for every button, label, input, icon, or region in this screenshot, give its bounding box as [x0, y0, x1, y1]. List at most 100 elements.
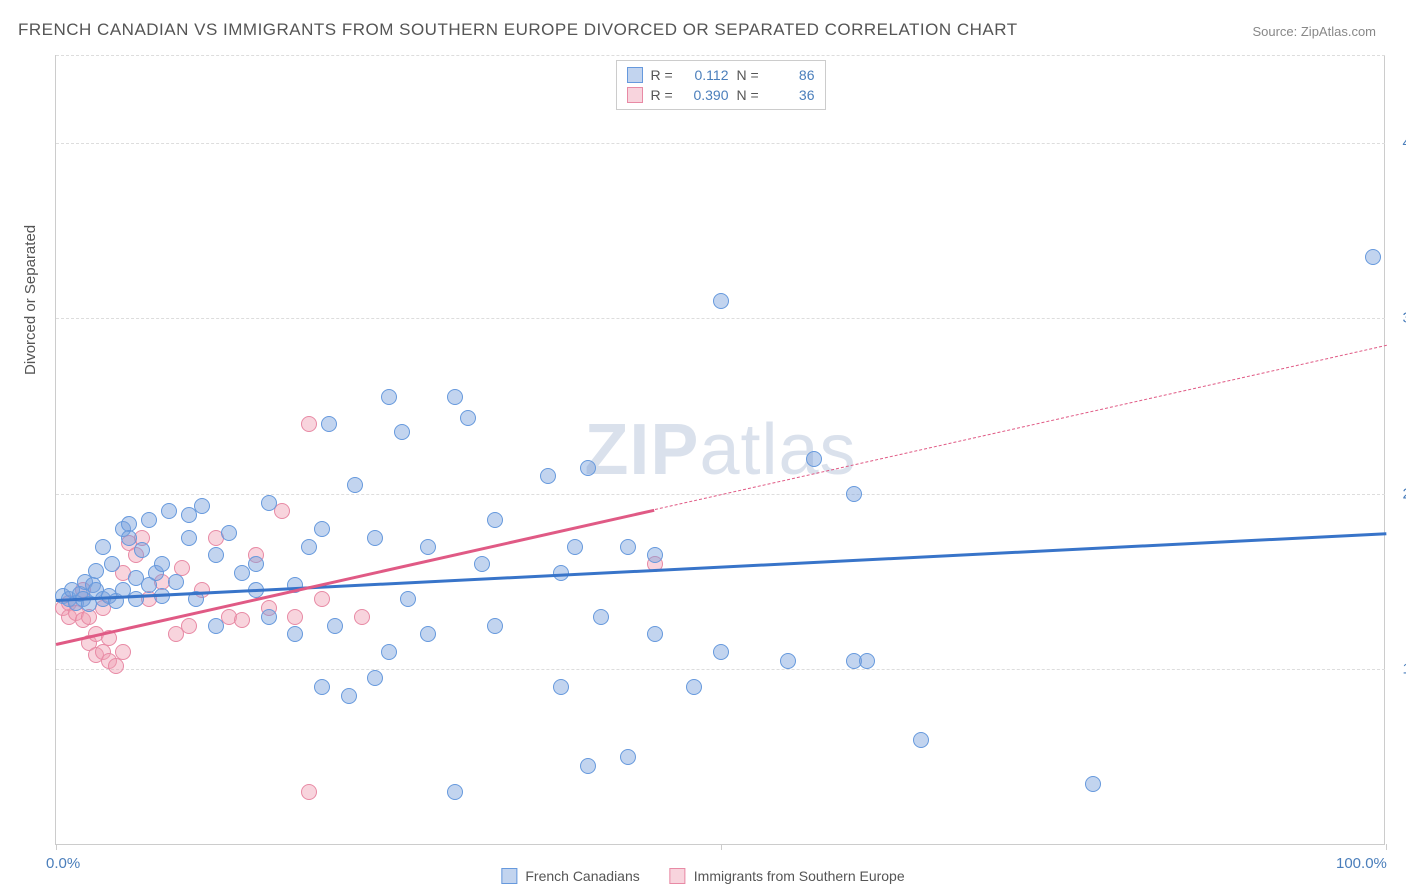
legend-swatch-pink: [627, 87, 643, 103]
scatter-point: [780, 653, 796, 669]
scatter-point: [287, 626, 303, 642]
scatter-point: [141, 512, 157, 528]
gridline: [56, 669, 1385, 670]
scatter-point: [846, 486, 862, 502]
scatter-point: [181, 618, 197, 634]
scatter-point: [487, 512, 503, 528]
scatter-point: [301, 416, 317, 432]
scatter-point: [367, 670, 383, 686]
watermark-light: atlas: [699, 410, 856, 490]
scatter-point: [381, 389, 397, 405]
n-value-blue: 86: [773, 67, 815, 83]
watermark-bold: ZIP: [584, 410, 699, 490]
chart-area: ZIPatlas 40.0%30.0%20.0%10.0% R = 0.112 …: [55, 55, 1385, 845]
scatter-point: [394, 424, 410, 440]
scatter-point: [154, 556, 170, 572]
scatter-point: [194, 498, 210, 514]
scatter-point: [134, 542, 150, 558]
scatter-point: [400, 591, 416, 607]
scatter-point: [347, 477, 363, 493]
scatter-point: [553, 679, 569, 695]
scatter-point: [115, 644, 131, 660]
legend-label-blue: French Canadians: [525, 868, 639, 884]
scatter-point: [460, 410, 476, 426]
scatter-point: [713, 293, 729, 309]
scatter-point: [806, 451, 822, 467]
scatter-point: [580, 460, 596, 476]
scatter-point: [248, 556, 264, 572]
legend-correlation: R = 0.112 N = 86 R = 0.390 N = 36: [616, 60, 826, 110]
scatter-point: [274, 503, 290, 519]
scatter-point: [168, 574, 184, 590]
legend-item-pink: Immigrants from Southern Europe: [670, 868, 905, 884]
scatter-point: [121, 530, 137, 546]
scatter-point: [381, 644, 397, 660]
legend-label-pink: Immigrants from Southern Europe: [694, 868, 905, 884]
chart-title: FRENCH CANADIAN VS IMMIGRANTS FROM SOUTH…: [18, 20, 1018, 40]
scatter-point: [301, 784, 317, 800]
scatter-point: [108, 658, 124, 674]
scatter-point: [314, 591, 330, 607]
n-value-pink: 36: [773, 87, 815, 103]
scatter-point: [593, 609, 609, 625]
scatter-point: [104, 556, 120, 572]
scatter-point: [301, 539, 317, 555]
watermark: ZIPatlas: [584, 409, 856, 491]
r-value-pink: 0.390: [687, 87, 729, 103]
source-label: Source: ZipAtlas.com: [1252, 24, 1376, 39]
scatter-point: [341, 688, 357, 704]
scatter-point: [261, 495, 277, 511]
scatter-point: [859, 653, 875, 669]
y-tick-label: 30.0%: [1390, 310, 1406, 327]
legend-series: French Canadians Immigrants from Souther…: [501, 868, 904, 884]
legend-swatch-blue: [501, 868, 517, 884]
scatter-point: [314, 521, 330, 537]
scatter-point: [128, 591, 144, 607]
scatter-point: [540, 468, 556, 484]
scatter-point: [686, 679, 702, 695]
scatter-point: [161, 503, 177, 519]
x-tick-mark: [56, 844, 57, 850]
legend-item-blue: French Canadians: [501, 868, 639, 884]
scatter-point: [327, 618, 343, 634]
trend-line: [654, 345, 1386, 510]
scatter-point: [261, 609, 277, 625]
r-value-blue: 0.112: [687, 67, 729, 83]
scatter-point: [1365, 249, 1381, 265]
scatter-point: [234, 612, 250, 628]
scatter-point: [447, 389, 463, 405]
legend-swatch-blue: [627, 67, 643, 83]
x-tick-mark: [721, 844, 722, 850]
x-tick-mark: [1386, 844, 1387, 850]
scatter-point: [487, 618, 503, 634]
scatter-point: [88, 563, 104, 579]
scatter-point: [314, 679, 330, 695]
scatter-point: [647, 547, 663, 563]
y-axis-label: Divorced or Separated: [22, 225, 39, 375]
scatter-point: [321, 416, 337, 432]
scatter-point: [620, 749, 636, 765]
scatter-point: [420, 539, 436, 555]
y-tick-label: 40.0%: [1390, 134, 1406, 151]
scatter-point: [367, 530, 383, 546]
gridline: [56, 143, 1385, 144]
y-tick-label: 20.0%: [1390, 485, 1406, 502]
scatter-point: [580, 758, 596, 774]
n-label: N =: [737, 87, 765, 103]
scatter-point: [181, 530, 197, 546]
r-label: R =: [651, 67, 679, 83]
scatter-point: [208, 618, 224, 634]
n-label: N =: [737, 67, 765, 83]
right-border: [1384, 55, 1385, 844]
scatter-point: [95, 539, 111, 555]
gridline: [56, 318, 1385, 319]
scatter-point: [208, 547, 224, 563]
scatter-point: [474, 556, 490, 572]
scatter-point: [287, 609, 303, 625]
scatter-point: [221, 525, 237, 541]
r-label: R =: [651, 87, 679, 103]
x-tick-label: 100.0%: [1336, 855, 1387, 872]
scatter-point: [620, 539, 636, 555]
scatter-point: [420, 626, 436, 642]
scatter-point: [1085, 776, 1101, 792]
